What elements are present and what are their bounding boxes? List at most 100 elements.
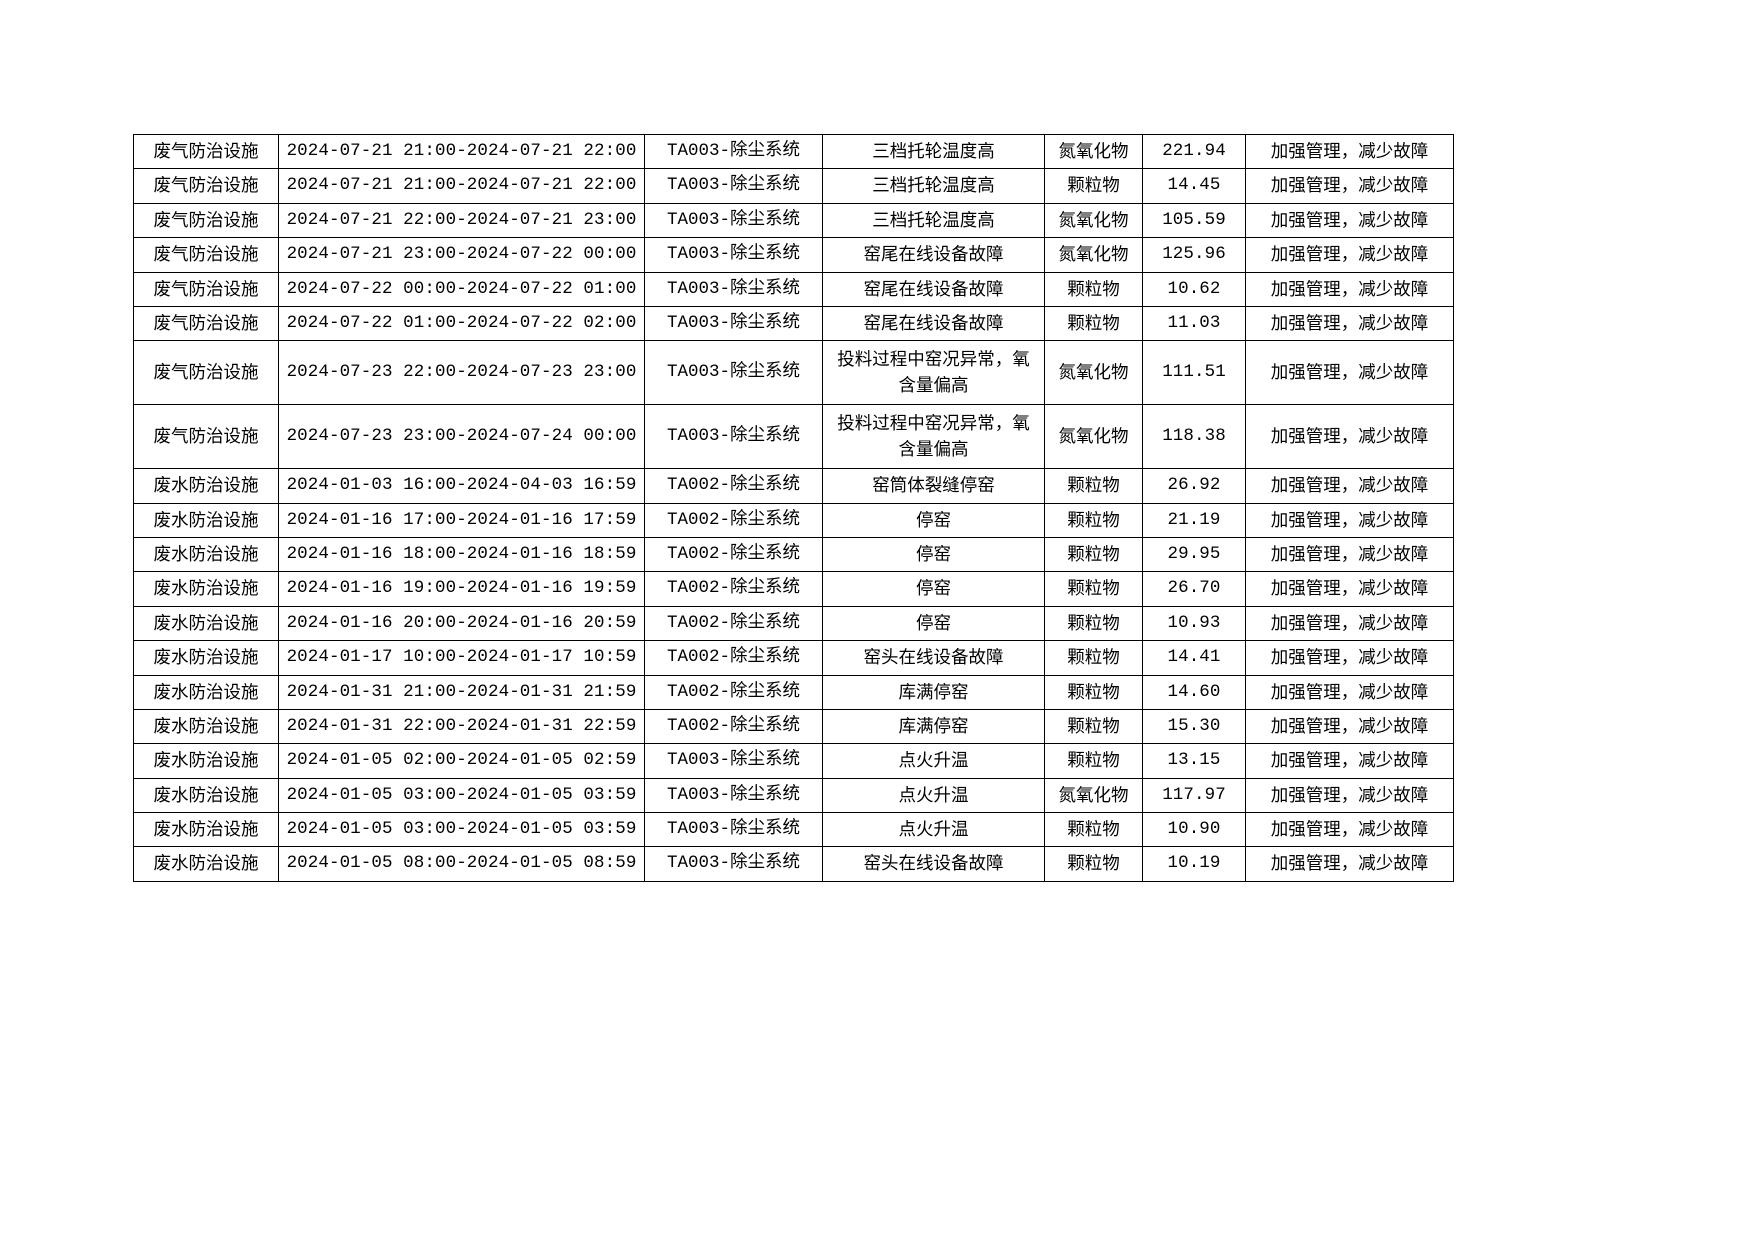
cell-measure: 加强管理，减少故障: [1245, 777, 1454, 814]
cell-reason: 三档托轮温度高: [822, 133, 1045, 170]
cell-reason: 投料过程中窑况异常，氧含量偏高: [822, 404, 1045, 470]
cell-pollutant: 颗粒物: [1044, 502, 1143, 539]
table-row: 废水防治设施 2024-01-05 03:00-2024-01-05 03:59 T…: [133, 811, 1454, 848]
cell-reason: 窑头在线设备故障: [822, 846, 1045, 882]
cell-facility: 废水防治设施: [133, 674, 279, 710]
table-row: 废水防治设施 2024-01-17 10:00-2024-01-17 10:59 T…: [133, 640, 1454, 676]
cell-measure: 加强管理，减少故障: [1245, 502, 1454, 539]
table-row: 废气防治设施 2024-07-22 00:00-2024-07-22 01:00 T…: [133, 271, 1454, 307]
cell-reason: 停窑: [822, 605, 1045, 642]
table-row: 废水防治设施 2024-01-31 21:00-2024-01-31 21:59 T…: [133, 674, 1454, 710]
cell-value: 26.70: [1142, 571, 1246, 607]
cell-facility: 废水防治设施: [133, 571, 279, 607]
cell-reason: 三档托轮温度高: [822, 202, 1045, 239]
cell-period: 2024-07-21 22:00-2024-07-21 23:00: [278, 202, 645, 239]
cell-measure: 加强管理，减少故障: [1245, 202, 1454, 239]
cell-value: 11.03: [1142, 305, 1246, 342]
cell-reason: 窑头在线设备故障: [822, 640, 1045, 676]
cell-reason: 窑筒体裂缝停窑: [822, 468, 1045, 504]
cell-device: TA002-除尘系统: [644, 674, 823, 710]
cell-period: 2024-01-31 22:00-2024-01-31 22:59: [278, 708, 645, 745]
table-row: 废水防治设施 2024-01-05 03:00-2024-01-05 03:59 T…: [133, 777, 1454, 814]
cell-value: 117.97: [1142, 777, 1246, 814]
cell-device: TA003-除尘系统: [644, 340, 823, 406]
cell-pollutant: 氮氧化物: [1044, 202, 1143, 239]
cell-reason: 窑尾在线设备故障: [822, 305, 1045, 342]
cell-value: 14.60: [1142, 674, 1246, 710]
cell-value: 105.59: [1142, 202, 1246, 239]
cell-measure: 加强管理，减少故障: [1245, 708, 1454, 745]
cell-facility: 废水防治设施: [133, 605, 279, 642]
cell-period: 2024-01-05 03:00-2024-01-05 03:59: [278, 811, 645, 848]
cell-facility: 废水防治设施: [133, 846, 279, 882]
table-row: 废水防治设施 2024-01-16 19:00-2024-01-16 19:59 T…: [133, 571, 1454, 607]
abnormal-emission-table: 废气防治设施 2024-07-21 21:00-2024-07-21 22:00 T…: [133, 133, 1454, 882]
cell-pollutant: 颗粒物: [1044, 605, 1143, 642]
cell-device: TA003-除尘系统: [644, 743, 823, 779]
cell-facility: 废水防治设施: [133, 777, 279, 814]
cell-reason: 窑尾在线设备故障: [822, 237, 1045, 273]
cell-device: TA002-除尘系统: [644, 708, 823, 745]
cell-value: 111.51: [1142, 340, 1246, 406]
table-row: 废水防治设施 2024-01-16 17:00-2024-01-16 17:59 T…: [133, 502, 1454, 539]
cell-value: 13.15: [1142, 743, 1246, 779]
cell-device: TA002-除尘系统: [644, 640, 823, 676]
cell-period: 2024-01-16 18:00-2024-01-16 18:59: [278, 536, 645, 573]
cell-period: 2024-01-31 21:00-2024-01-31 21:59: [278, 674, 645, 710]
cell-period: 2024-01-05 03:00-2024-01-05 03:59: [278, 777, 645, 814]
cell-facility: 废气防治设施: [133, 168, 279, 204]
cell-measure: 加强管理，减少故障: [1245, 237, 1454, 273]
cell-facility: 废气防治设施: [133, 340, 279, 406]
cell-pollutant: 颗粒物: [1044, 571, 1143, 607]
table-row: 废水防治设施 2024-01-05 08:00-2024-01-05 08:59 T…: [133, 846, 1454, 882]
cell-reason: 点火升温: [822, 811, 1045, 848]
cell-facility: 废气防治设施: [133, 404, 279, 470]
cell-period: 2024-01-03 16:00-2024-04-03 16:59: [278, 468, 645, 504]
cell-facility: 废水防治设施: [133, 640, 279, 676]
cell-value: 10.19: [1142, 846, 1246, 882]
cell-facility: 废气防治设施: [133, 305, 279, 342]
table-row: 废气防治设施 2024-07-23 23:00-2024-07-24 00:00 T…: [133, 404, 1454, 470]
table-row: 废水防治设施 2024-01-31 22:00-2024-01-31 22:59 T…: [133, 708, 1454, 745]
cell-device: TA002-除尘系统: [644, 605, 823, 642]
cell-device: TA003-除尘系统: [644, 237, 823, 273]
cell-period: 2024-07-22 01:00-2024-07-22 02:00: [278, 305, 645, 342]
cell-value: 125.96: [1142, 237, 1246, 273]
cell-pollutant: 颗粒物: [1044, 536, 1143, 573]
cell-pollutant: 颗粒物: [1044, 305, 1143, 342]
cell-period: 2024-07-23 22:00-2024-07-23 23:00: [278, 340, 645, 406]
cell-value: 10.90: [1142, 811, 1246, 848]
table-row: 废水防治设施 2024-01-05 02:00-2024-01-05 02:59 T…: [133, 743, 1454, 779]
cell-measure: 加强管理，减少故障: [1245, 404, 1454, 470]
cell-reason: 停窑: [822, 502, 1045, 539]
cell-measure: 加强管理，减少故障: [1245, 305, 1454, 342]
cell-device: TA003-除尘系统: [644, 404, 823, 470]
table-row: 废气防治设施 2024-07-22 01:00-2024-07-22 02:00 T…: [133, 305, 1454, 342]
cell-period: 2024-01-16 17:00-2024-01-16 17:59: [278, 502, 645, 539]
cell-facility: 废气防治设施: [133, 133, 279, 170]
cell-device: TA003-除尘系统: [644, 168, 823, 204]
cell-reason: 点火升温: [822, 743, 1045, 779]
cell-pollutant: 颗粒物: [1044, 271, 1143, 307]
cell-pollutant: 颗粒物: [1044, 168, 1143, 204]
table-container: 废气防治设施 2024-07-21 21:00-2024-07-21 22:00 T…: [133, 133, 1454, 882]
cell-period: 2024-01-17 10:00-2024-01-17 10:59: [278, 640, 645, 676]
cell-measure: 加强管理，减少故障: [1245, 743, 1454, 779]
cell-value: 221.94: [1142, 133, 1246, 170]
cell-measure: 加强管理，减少故障: [1245, 674, 1454, 710]
cell-pollutant: 颗粒物: [1044, 846, 1143, 882]
cell-reason: 三档托轮温度高: [822, 168, 1045, 204]
cell-device: TA003-除尘系统: [644, 271, 823, 307]
table-row: 废水防治设施 2024-01-16 20:00-2024-01-16 20:59 T…: [133, 605, 1454, 642]
table-body: 废气防治设施 2024-07-21 21:00-2024-07-21 22:00 T…: [133, 133, 1454, 882]
cell-pollutant: 氮氧化物: [1044, 404, 1143, 470]
cell-value: 14.45: [1142, 168, 1246, 204]
cell-period: 2024-07-21 23:00-2024-07-22 00:00: [278, 237, 645, 273]
cell-measure: 加强管理，减少故障: [1245, 271, 1454, 307]
cell-period: 2024-01-05 02:00-2024-01-05 02:59: [278, 743, 645, 779]
cell-device: TA002-除尘系统: [644, 468, 823, 504]
cell-facility: 废水防治设施: [133, 536, 279, 573]
cell-measure: 加强管理，减少故障: [1245, 536, 1454, 573]
cell-device: TA002-除尘系统: [644, 571, 823, 607]
cell-pollutant: 颗粒物: [1044, 640, 1143, 676]
